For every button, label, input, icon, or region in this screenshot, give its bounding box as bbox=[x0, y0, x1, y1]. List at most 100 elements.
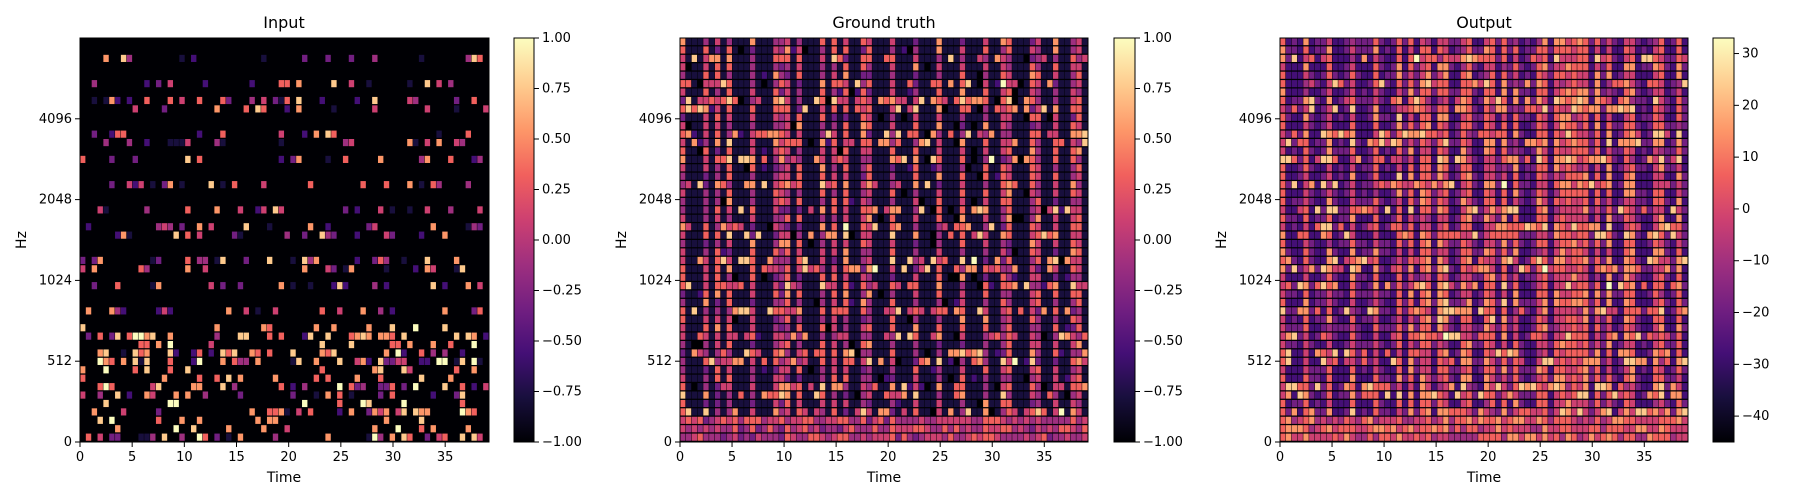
heatmap-cell bbox=[377, 155, 384, 163]
heatmap-cell bbox=[994, 197, 1001, 206]
heatmap-cell bbox=[907, 374, 913, 382]
heatmap-cell bbox=[1029, 231, 1036, 239]
heatmap-cell bbox=[1303, 366, 1309, 374]
heatmap-cell bbox=[459, 265, 466, 273]
heatmap-cell bbox=[709, 265, 715, 273]
heatmap-cell bbox=[796, 248, 802, 256]
heatmap-cell bbox=[1058, 46, 1065, 54]
heatmap-cell bbox=[872, 164, 878, 172]
heatmap-cell bbox=[738, 46, 744, 54]
heatmap-cell bbox=[1291, 357, 1298, 365]
heatmap-cell bbox=[709, 189, 715, 197]
heatmap-cell bbox=[1064, 240, 1071, 248]
heatmap-cell bbox=[1355, 80, 1362, 88]
heatmap-cell bbox=[685, 256, 692, 264]
heatmap-cell bbox=[1326, 282, 1332, 290]
heatmap-cell bbox=[377, 433, 384, 441]
heatmap-cell bbox=[913, 189, 919, 197]
heatmap-cell bbox=[1006, 307, 1012, 315]
heatmap-cell bbox=[808, 416, 814, 424]
heatmap-cell bbox=[337, 383, 343, 391]
heatmap-cell bbox=[97, 357, 103, 365]
heatmap-cell bbox=[936, 197, 942, 206]
heatmap-cell bbox=[808, 332, 814, 340]
heatmap-cell bbox=[965, 416, 971, 424]
heatmap-cell bbox=[1012, 391, 1018, 399]
heatmap-cell bbox=[749, 248, 756, 256]
heatmap-cell bbox=[1390, 248, 1397, 256]
heatmap-cell bbox=[948, 399, 954, 408]
heatmap-cell bbox=[459, 139, 466, 147]
heatmap-cell bbox=[1326, 88, 1332, 96]
heatmap-cell bbox=[1320, 416, 1327, 424]
heatmap-cell bbox=[1064, 391, 1071, 399]
heatmap-cell bbox=[1361, 113, 1367, 121]
heatmap-cell bbox=[843, 248, 849, 256]
heatmap-cell bbox=[1349, 248, 1356, 256]
heatmap-cell bbox=[1018, 231, 1024, 239]
heatmap-cell bbox=[1379, 349, 1385, 357]
heatmap-cell bbox=[884, 298, 890, 307]
heatmap-cell bbox=[1320, 374, 1327, 382]
heatmap-cell bbox=[918, 38, 925, 46]
heatmap-cell bbox=[913, 46, 919, 54]
heatmap-cell bbox=[377, 383, 384, 391]
heatmap-cell bbox=[761, 366, 767, 374]
heatmap-cell bbox=[1041, 315, 1047, 323]
heatmap-cell bbox=[720, 240, 727, 248]
heatmap-cell bbox=[930, 248, 936, 256]
heatmap-cell bbox=[144, 139, 150, 147]
heatmap-cell bbox=[808, 38, 814, 46]
heatmap-cell bbox=[1344, 105, 1350, 113]
heatmap-cell bbox=[1029, 88, 1036, 96]
heatmap-cell bbox=[930, 298, 936, 307]
heatmap-cell bbox=[1320, 366, 1327, 374]
heatmap-cell bbox=[430, 425, 436, 433]
heatmap-cell bbox=[1082, 147, 1088, 155]
heatmap-cell bbox=[889, 256, 896, 264]
heatmap-cell bbox=[1326, 433, 1332, 441]
heatmap-cell bbox=[1006, 105, 1012, 113]
heatmap-cell bbox=[808, 374, 814, 382]
heatmap-cell bbox=[91, 96, 98, 105]
heatmap-cell bbox=[1070, 54, 1076, 62]
heatmap-cell bbox=[1384, 256, 1391, 264]
heatmap-cell bbox=[1280, 71, 1286, 79]
heatmap-cell bbox=[983, 433, 989, 441]
heatmap-cell bbox=[1338, 349, 1344, 357]
heatmap-cell bbox=[1390, 383, 1397, 391]
heatmap-cell bbox=[779, 357, 785, 365]
heatmap-cell bbox=[1373, 46, 1379, 54]
heatmap-cell bbox=[1326, 197, 1332, 206]
heatmap-cell bbox=[773, 357, 779, 365]
heatmap-cell bbox=[155, 341, 162, 349]
heatmap-cell bbox=[907, 349, 913, 357]
heatmap-cell bbox=[732, 290, 738, 298]
heatmap-cell bbox=[837, 88, 843, 96]
heatmap-cell bbox=[767, 298, 773, 307]
heatmap-cell bbox=[1006, 433, 1012, 441]
heatmap-cell bbox=[1076, 366, 1082, 374]
heatmap-cell bbox=[442, 324, 448, 332]
heatmap-cell bbox=[889, 80, 896, 88]
heatmap-cell bbox=[1035, 265, 1041, 273]
chart-title: Ground truth bbox=[832, 13, 935, 32]
heatmap-cell bbox=[924, 273, 931, 281]
heatmap-cell bbox=[965, 155, 971, 163]
heatmap-cell bbox=[477, 433, 483, 441]
heatmap-cell bbox=[948, 240, 954, 248]
heatmap-cell bbox=[319, 96, 325, 105]
heatmap-cell bbox=[1291, 130, 1298, 138]
heatmap-cell bbox=[1384, 46, 1391, 54]
heatmap-cell bbox=[977, 46, 983, 54]
heatmap-cell bbox=[924, 256, 931, 264]
heatmap-cell bbox=[819, 408, 826, 416]
heatmap-cell bbox=[814, 130, 820, 138]
heatmap-cell bbox=[1320, 139, 1327, 147]
heatmap-cell bbox=[901, 248, 907, 256]
heatmap-cell bbox=[959, 408, 966, 416]
heatmap-cell bbox=[959, 416, 966, 424]
heatmap-cell bbox=[1064, 416, 1071, 424]
heatmap-cell bbox=[714, 240, 721, 248]
heatmap-cell bbox=[1373, 357, 1379, 365]
